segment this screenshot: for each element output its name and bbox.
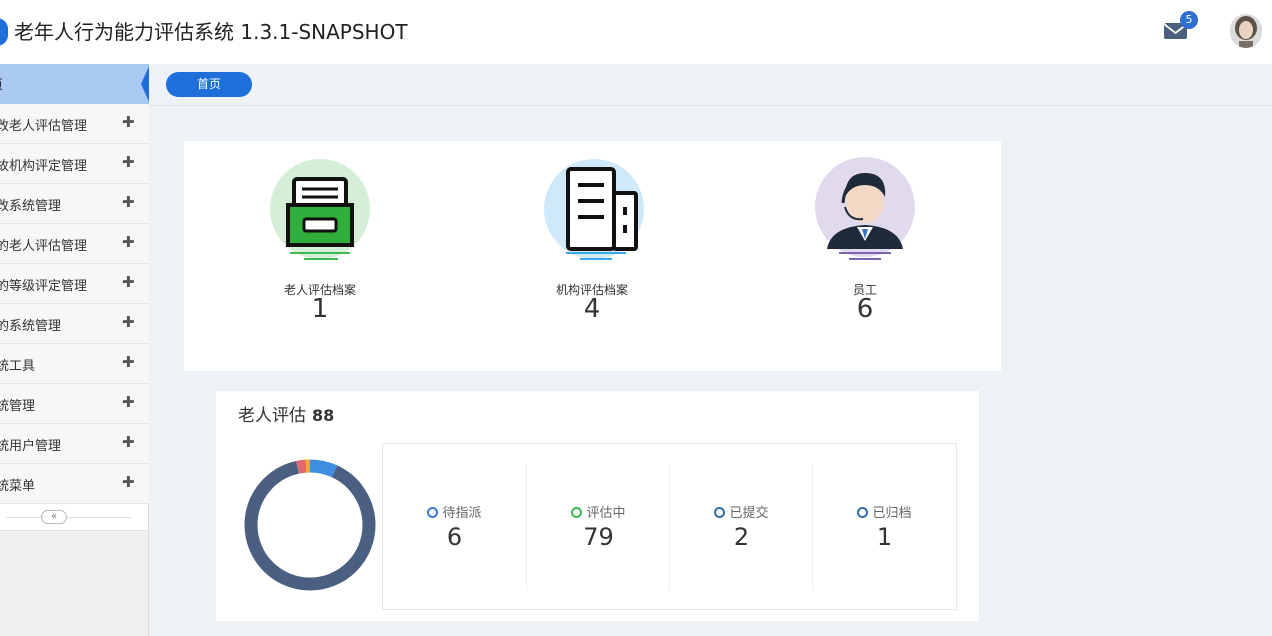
sidebar-item[interactable]: 统用户管理 ✚ bbox=[0, 424, 149, 464]
sidebar-item[interactable]: 的系统管理 ✚ bbox=[0, 304, 149, 344]
sidebar-item-label: 统管理 bbox=[0, 399, 36, 414]
status-in-progress[interactable]: 评估中 79 bbox=[526, 464, 669, 590]
status-label-text: 待指派 bbox=[442, 506, 482, 521]
sidebar-item-label: 的老人评估管理 bbox=[0, 239, 88, 254]
status-summary: 待指派 6 评估中 79 已提交 2 已归档 1 bbox=[382, 443, 957, 610]
breadcrumb bbox=[149, 64, 1272, 106]
stat-value: 6 bbox=[856, 294, 874, 324]
sidebar-item-label: 统用户管理 bbox=[0, 439, 62, 454]
sidebar-item[interactable]: 的老人评估管理 ✚ bbox=[0, 224, 149, 264]
tab-home[interactable]: 首页 bbox=[166, 72, 252, 97]
stat-value: 1 bbox=[311, 294, 329, 324]
expand-icon[interactable]: ✚ bbox=[122, 433, 135, 451]
sidebar-item[interactable]: 统菜单 ✚ bbox=[0, 464, 149, 504]
expand-icon[interactable]: ✚ bbox=[122, 353, 135, 371]
sidebar-item-label: 的系统管理 bbox=[0, 319, 62, 334]
assessment-title-label: 老人评估 bbox=[238, 406, 306, 426]
assessment-card: 老人评估 88 待指派 6 评估中 79 已提交 2 已归档 1 bbox=[216, 391, 979, 621]
user-avatar[interactable] bbox=[1230, 14, 1262, 48]
status-label: 评估中 bbox=[527, 502, 670, 521]
status-value: 6 bbox=[446, 523, 463, 551]
customer-service-agent-icon bbox=[815, 157, 915, 260]
stat-label: 机构评估档案 bbox=[555, 283, 628, 297]
status-value: 1 bbox=[876, 523, 893, 551]
sidebar-item-label: 统菜单 bbox=[0, 479, 36, 494]
expand-icon[interactable]: ✚ bbox=[122, 233, 135, 251]
expand-icon[interactable]: ✚ bbox=[122, 273, 135, 291]
expand-icon[interactable]: ✚ bbox=[122, 193, 135, 211]
status-label: 已提交 bbox=[670, 502, 813, 521]
status-label-text: 已提交 bbox=[729, 506, 769, 521]
status-label: 已归档 bbox=[813, 502, 956, 521]
sidebar-item[interactable]: 改系统管理 ✚ bbox=[0, 184, 149, 224]
collapse-sidebar-button[interactable]: « bbox=[41, 510, 67, 524]
sidebar-item-label: 页 bbox=[0, 74, 3, 93]
status-dot-icon bbox=[857, 507, 869, 518]
stat-label: 老人评估档案 bbox=[283, 283, 356, 297]
archive-box-icon bbox=[270, 159, 370, 260]
expand-icon[interactable]: ✚ bbox=[122, 393, 135, 411]
status-dot-icon bbox=[427, 507, 439, 518]
sidebar-item[interactable]: 改老人评估管理 ✚ bbox=[0, 104, 149, 144]
divider bbox=[6, 517, 132, 518]
sidebar-item[interactable]: 的等级评定管理 ✚ bbox=[0, 264, 149, 304]
sidebar-item[interactable]: 统工具 ✚ bbox=[0, 344, 149, 384]
assessment-title: 老人评估 88 bbox=[238, 401, 334, 426]
active-indicator bbox=[141, 66, 149, 102]
stat-label: 员工 bbox=[852, 283, 877, 297]
stat-value: 4 bbox=[583, 294, 601, 324]
app-logo-icon bbox=[0, 18, 8, 46]
stats-card: 老人评估档案 1 机构评估档案 4 bbox=[184, 141, 1001, 371]
status-label-text: 已归档 bbox=[872, 506, 912, 521]
status-submitted[interactable]: 已提交 2 bbox=[669, 464, 812, 590]
sidebar-item-label: 改老人评估管理 bbox=[0, 119, 88, 134]
sidebar-item-label: 的等级评定管理 bbox=[0, 279, 88, 294]
status-dot-icon bbox=[571, 507, 583, 518]
status-archived[interactable]: 已归档 1 bbox=[812, 464, 955, 590]
sidebar-item[interactable]: 故机构评定管理 ✚ bbox=[0, 144, 149, 184]
status-label: 待指派 bbox=[383, 502, 526, 521]
sidebar-footer bbox=[0, 530, 149, 636]
building-icon bbox=[544, 159, 644, 260]
expand-icon[interactable]: ✚ bbox=[122, 153, 135, 171]
expand-icon[interactable]: ✚ bbox=[122, 113, 135, 131]
sidebar-item-label: 故机构评定管理 bbox=[0, 159, 88, 174]
assessment-donut-chart bbox=[244, 459, 376, 591]
app-header bbox=[0, 0, 1272, 64]
donut-slice-评估中 bbox=[244, 459, 376, 591]
assessment-total: 88 bbox=[312, 406, 335, 425]
sidebar-item-label: 统工具 bbox=[0, 359, 36, 374]
notification-badge[interactable]: 5 bbox=[1180, 11, 1198, 29]
expand-icon[interactable]: ✚ bbox=[122, 313, 135, 331]
status-value: 2 bbox=[733, 523, 750, 551]
status-pending[interactable]: 待指派 6 bbox=[383, 464, 526, 590]
sidebar-item-label: 改系统管理 bbox=[0, 199, 62, 214]
status-label-text: 评估中 bbox=[586, 506, 626, 521]
sidebar-item[interactable]: 统管理 ✚ bbox=[0, 384, 149, 424]
expand-icon[interactable]: ✚ bbox=[122, 473, 135, 491]
donut-slice-已归档 bbox=[244, 459, 376, 591]
app-title: 老年人行为能力评估系统 1.3.1-SNAPSHOT bbox=[14, 20, 408, 44]
status-value: 79 bbox=[583, 523, 614, 551]
sidebar-item-home[interactable]: 页 bbox=[0, 64, 149, 104]
status-dot-icon bbox=[714, 507, 726, 518]
